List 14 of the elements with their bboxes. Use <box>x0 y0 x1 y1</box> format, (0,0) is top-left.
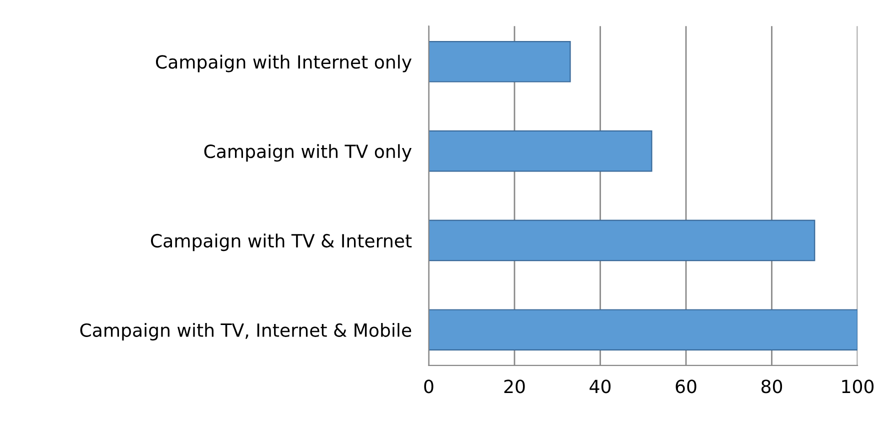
x-tick-label: 80 <box>761 380 782 394</box>
x-tick-label: 100 <box>842 380 874 394</box>
y-tick-label: Campaign with TV, Internet & Mobile <box>80 323 412 340</box>
y-tick-label: Campaign with TV & Internet <box>150 234 412 252</box>
y-tick-label: Campaign with TV only <box>204 144 412 162</box>
bar <box>428 309 858 351</box>
y-tick-label: Campaign with Internet only <box>156 54 412 72</box>
x-tick-label: 0 <box>424 380 434 394</box>
bar <box>428 130 652 172</box>
x-tick-label: 60 <box>676 380 696 394</box>
bar <box>428 40 571 82</box>
bar <box>428 220 816 262</box>
x-tick-label: 40 <box>590 380 611 394</box>
x-tick-label: 20 <box>504 380 525 394</box>
